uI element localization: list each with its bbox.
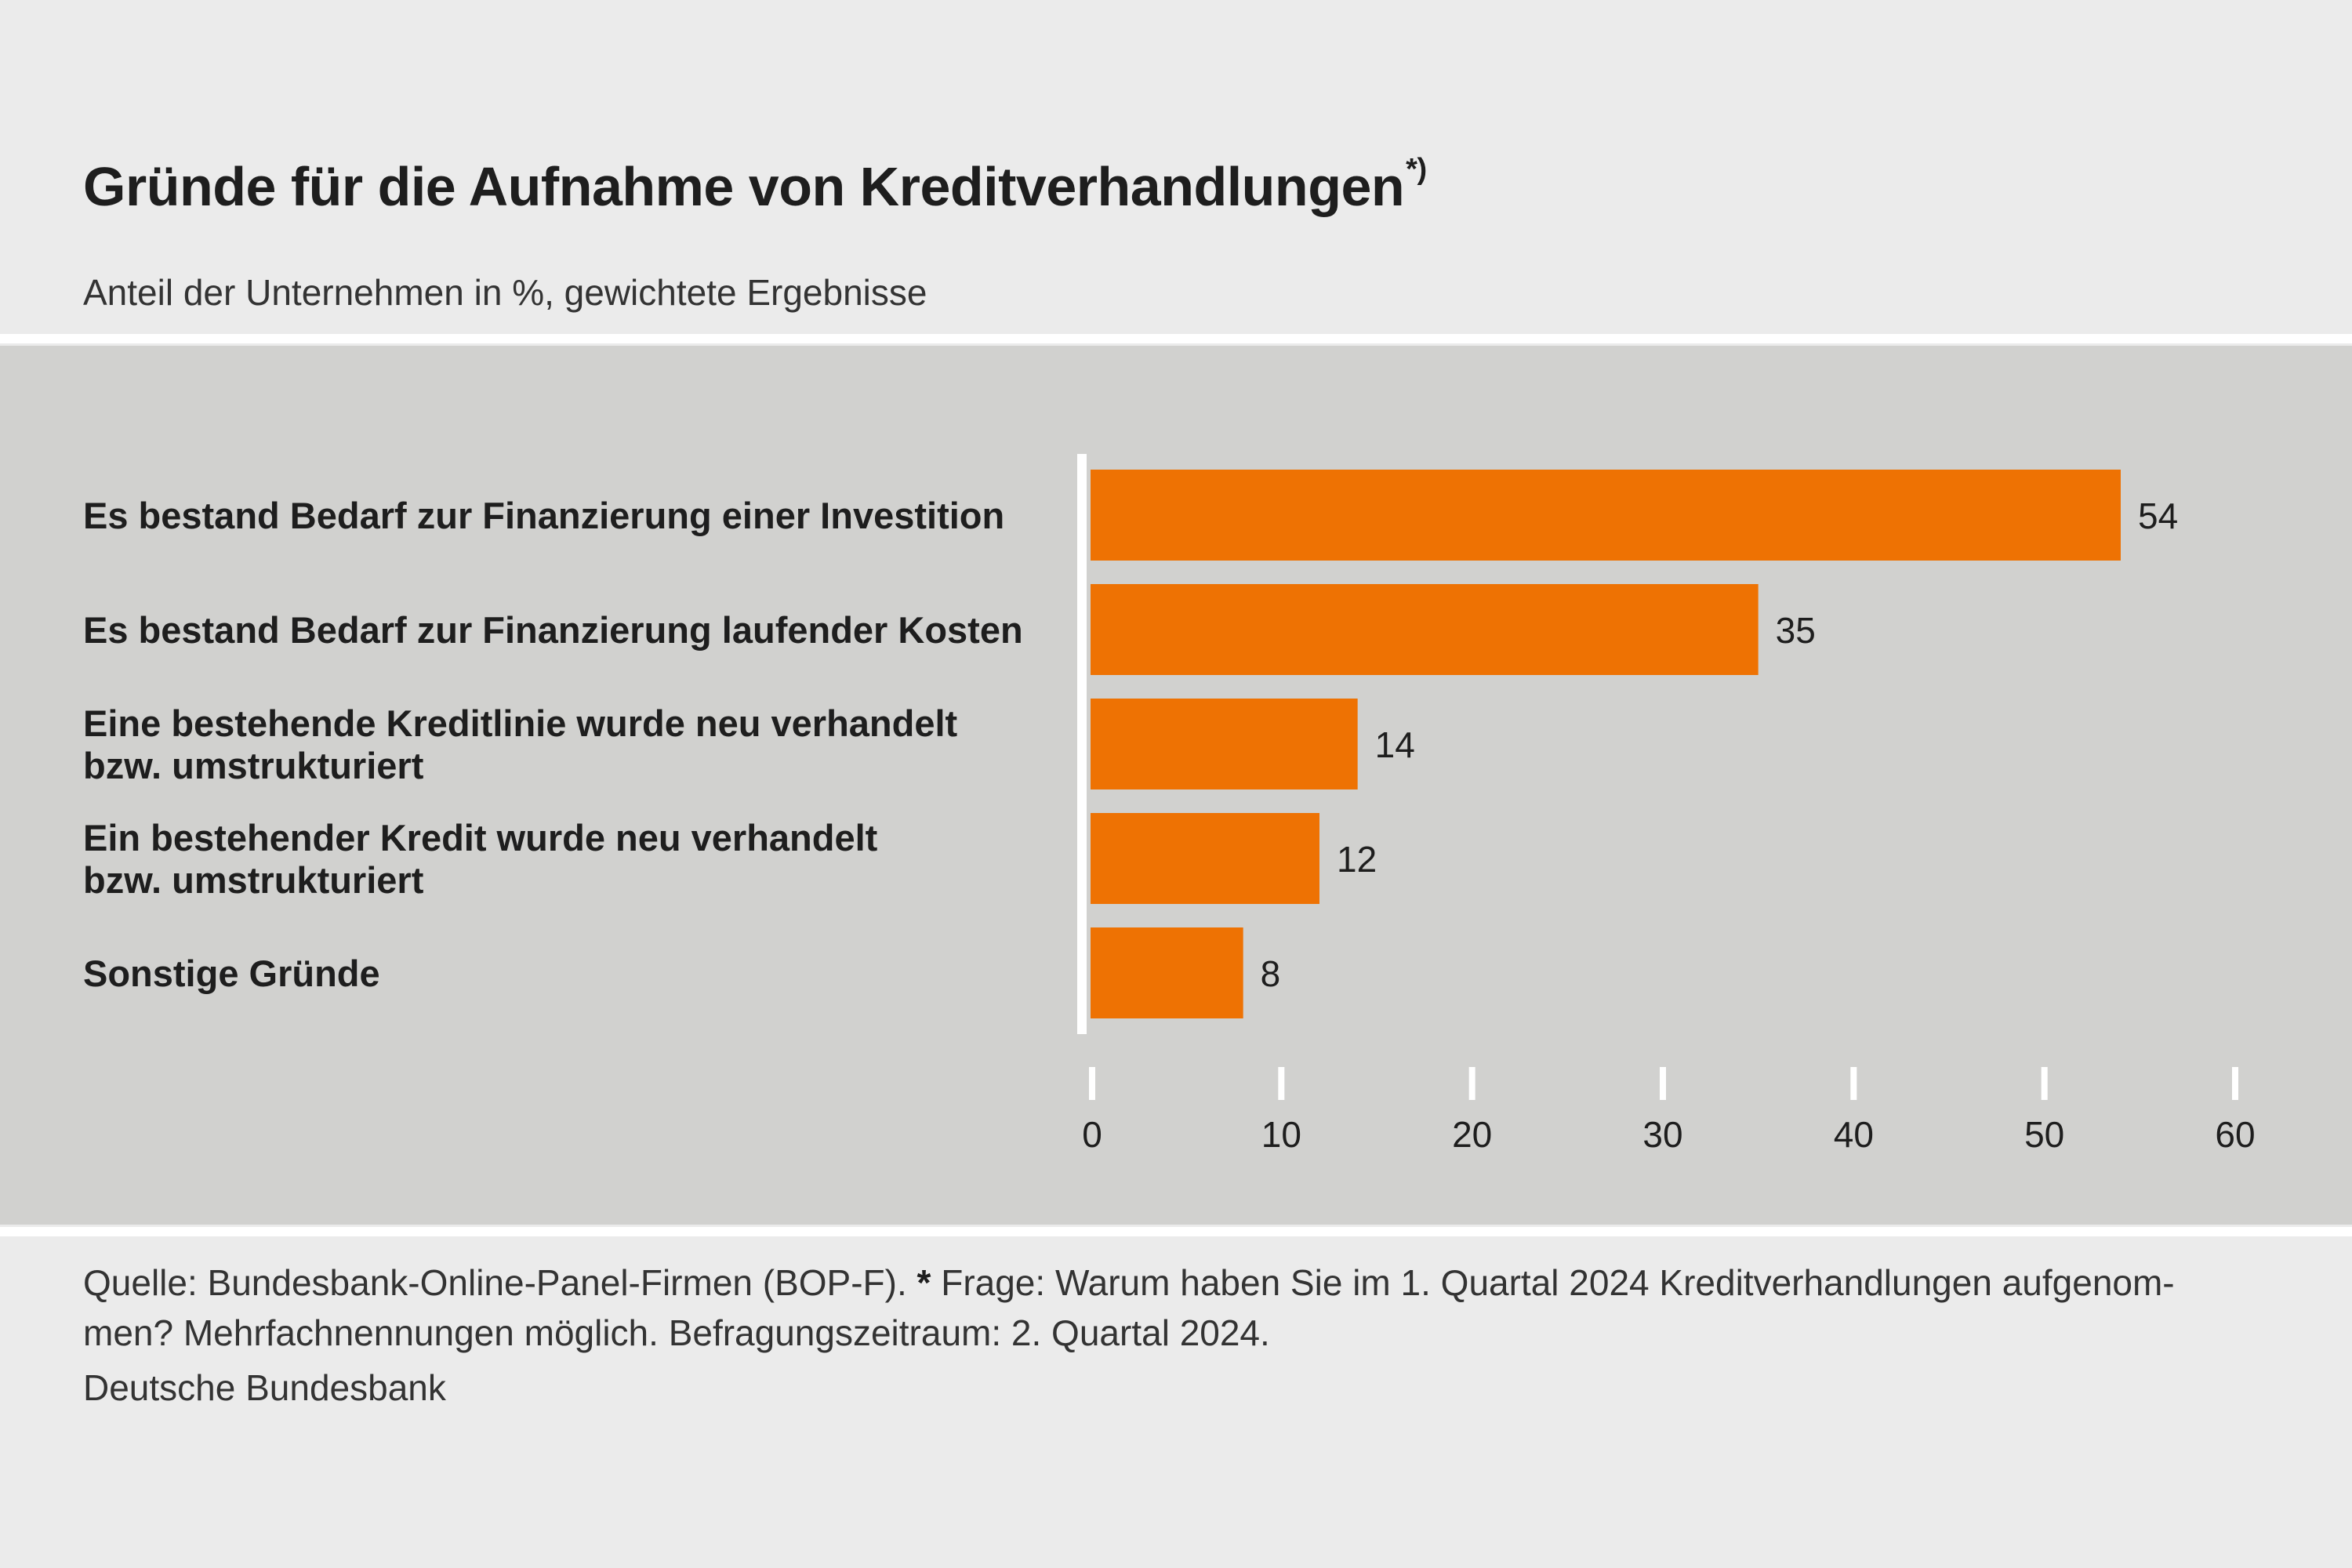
- x-axis-tick-label: 30: [1642, 1114, 1682, 1155]
- x-axis-tick: [1278, 1067, 1285, 1100]
- x-axis-tick: [1089, 1067, 1095, 1100]
- publisher: Deutsche Bundesbank: [83, 1367, 446, 1408]
- bottom-divider: [0, 1227, 2352, 1236]
- x-axis-tick: [2232, 1067, 2238, 1100]
- bar-value-label: 8: [1261, 953, 1281, 994]
- x-axis-tick: [1660, 1067, 1666, 1100]
- title-footnote-mark: *): [1406, 153, 1427, 186]
- x-axis-tick: [1850, 1067, 1857, 1100]
- x-axis-tick-label: 10: [1261, 1114, 1301, 1155]
- x-axis-tick-label: 20: [1452, 1114, 1492, 1155]
- source-text: Quelle: Bundesbank-Online-Panel-Firmen (…: [83, 1262, 907, 1303]
- chart-panel: 54 Es bestand Bedarf zur Finanzierung ein…: [0, 346, 2352, 1225]
- category-label: Ein bestehender Kredit wurde neu verhand…: [83, 817, 878, 901]
- x-axis-tick: [2041, 1067, 2048, 1100]
- category-label: Es bestand Bedarf zur Finanzierung laufe…: [83, 609, 1023, 651]
- bar: [1091, 699, 1358, 789]
- chart-title-text: Gründe für die Aufnahme von Kreditverhan…: [83, 156, 1405, 217]
- question-text: Frage: Warum haben Sie im 1. Quartal 202…: [941, 1262, 2175, 1303]
- bar: [1091, 470, 2121, 561]
- bar-value-label: 54: [2138, 495, 2178, 536]
- bar-value-label: 14: [1375, 724, 1415, 765]
- footnote-star: *: [916, 1262, 931, 1303]
- chart-title: Gründe für die Aufnahme von Kreditverhan…: [83, 153, 1427, 218]
- bar-value-label: 12: [1337, 839, 1377, 880]
- chart-subtitle: Anteil der Unternehmen in %, gewichtete …: [83, 272, 927, 313]
- bar: [1091, 813, 1319, 904]
- x-axis-tick-label: 0: [1082, 1114, 1102, 1155]
- category-label: Eine bestehende Kreditlinie wurde neu ve…: [83, 702, 958, 786]
- x-axis-tick-label: 40: [1834, 1114, 1874, 1155]
- question-text-continued: men? Mehrfachnennungen möglich. Befragun…: [83, 1312, 1270, 1353]
- category-label: Es bestand Bedarf zur Finanzierung einer…: [83, 495, 1004, 536]
- category-label: Sonstige Gründe: [83, 953, 380, 994]
- top-divider: [0, 334, 2352, 343]
- bar-value-label: 35: [1776, 610, 1816, 651]
- bar-chart: 54 Es bestand Bedarf zur Finanzierung ein…: [83, 454, 2256, 1155]
- baseline-axis: [1077, 454, 1087, 1034]
- x-axis-tick: [1468, 1067, 1475, 1100]
- source-note: Quelle: Bundesbank-Online-Panel-Firmen (…: [83, 1258, 2278, 1358]
- bar: [1091, 927, 1243, 1018]
- bar: [1091, 584, 1759, 675]
- x-axis-tick-label: 50: [2024, 1114, 2064, 1155]
- x-axis-tick-label: 60: [2215, 1114, 2255, 1155]
